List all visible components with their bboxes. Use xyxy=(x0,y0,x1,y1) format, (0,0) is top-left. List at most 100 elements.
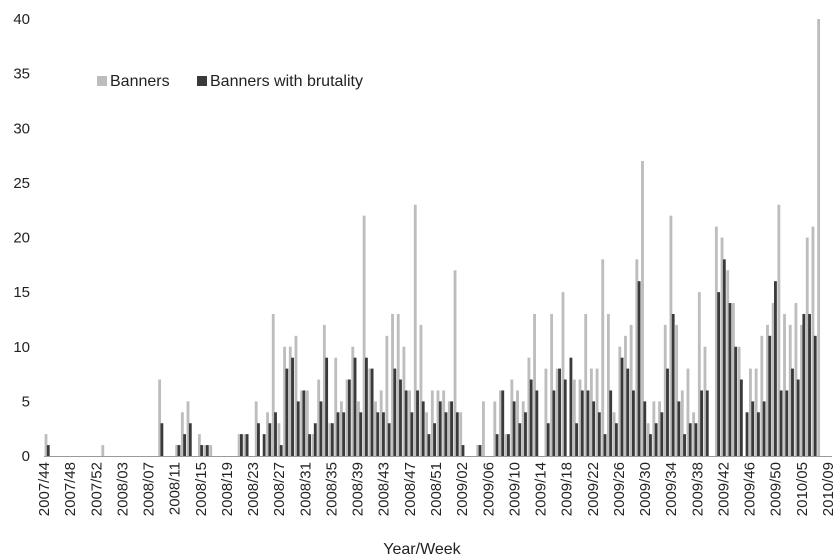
bar-banners xyxy=(101,445,105,456)
bar-banners-with-brutality xyxy=(779,390,783,456)
bar-banners-with-brutality xyxy=(785,390,789,456)
bar-banners xyxy=(300,390,304,456)
bar-banners xyxy=(362,215,366,456)
bar-banners-with-brutality xyxy=(609,390,613,456)
x-tick-label: 2008/07 xyxy=(141,462,158,516)
x-axis: 2007/44 2007/48 2007/52 2008/03 2008/07 2008/… xyxy=(36,462,836,516)
bar-banners-with-brutality xyxy=(404,390,408,456)
bar-banners-with-brutality xyxy=(444,412,448,456)
legend-swatch-banners xyxy=(97,76,107,86)
bar-banners-with-brutality xyxy=(245,434,249,456)
bar-banners-with-brutality xyxy=(546,423,550,456)
bar-banners xyxy=(442,390,446,456)
y-tick-label: 20 xyxy=(13,230,30,247)
bar-banners-with-brutality xyxy=(813,335,817,456)
bar-banners-with-brutality xyxy=(597,412,601,456)
bar-banners-with-brutality xyxy=(603,434,607,456)
bar-banners-with-brutality xyxy=(734,346,738,456)
x-tick-label: 2010/05 xyxy=(794,462,811,516)
bar-banners xyxy=(589,368,593,456)
bar-banners xyxy=(197,434,201,456)
bar-banners xyxy=(578,379,582,456)
bar-banners-with-brutality xyxy=(353,357,357,456)
bar-banners xyxy=(641,161,644,456)
bar-banners-with-brutality xyxy=(291,357,294,456)
bar-banners-with-brutality xyxy=(666,368,669,456)
bar-banners xyxy=(374,401,377,457)
bar-banners-with-brutality xyxy=(620,357,624,456)
x-tick-label: 2009/34 xyxy=(663,462,680,516)
bar-banners xyxy=(305,390,309,456)
bar-banners xyxy=(436,390,440,456)
x-tick-label: 2008/35 xyxy=(323,462,340,516)
bar-banners-with-brutality xyxy=(626,368,630,456)
bar-banners-with-brutality xyxy=(279,445,283,456)
x-tick-label: 2009/26 xyxy=(611,462,628,516)
bar-banners xyxy=(675,324,679,456)
bar-banners-with-brutality xyxy=(330,423,334,456)
bar-banners-with-brutality xyxy=(262,434,266,456)
x-tick-label: 2009/02 xyxy=(454,462,471,516)
bar-banners xyxy=(493,401,497,457)
bar-banners xyxy=(243,434,247,456)
y-tick-label: 10 xyxy=(13,339,30,356)
bar-banners-with-brutality xyxy=(399,379,402,456)
bar-banners-with-brutality xyxy=(364,357,368,456)
bar-banners-with-brutality xyxy=(342,412,346,456)
bar-banners-with-brutality xyxy=(478,445,482,456)
legend-label-banners: Banners xyxy=(110,73,170,90)
bar-banners-with-brutality xyxy=(660,412,664,456)
bar-banners-with-brutality xyxy=(586,390,590,456)
bar-banners xyxy=(391,313,394,456)
bar-banners-with-brutality xyxy=(410,412,414,456)
bar-banners xyxy=(794,303,798,456)
bar-banners-with-brutality xyxy=(183,434,187,456)
bar-banners xyxy=(686,368,690,456)
x-tick-label: 2007/44 xyxy=(36,462,53,516)
bar-banners-with-brutality xyxy=(387,423,391,456)
bar-banners xyxy=(283,346,287,456)
bar-banners xyxy=(607,313,610,456)
x-tick-label: 2008/27 xyxy=(271,462,288,516)
bar-banners xyxy=(237,434,241,456)
bar-banners-with-brutality xyxy=(382,412,385,456)
bar-banners-with-brutality xyxy=(461,445,465,456)
x-tick-label: 2007/48 xyxy=(62,462,79,516)
bar-banners xyxy=(680,390,684,456)
bar-banners xyxy=(521,401,525,457)
bar-banners xyxy=(419,324,423,456)
bar-banners-with-brutality xyxy=(654,423,658,456)
bar-banners xyxy=(669,215,673,456)
bar-banners-with-brutality xyxy=(188,423,192,456)
bar-banners xyxy=(510,379,514,456)
bar-banners-with-brutality xyxy=(808,313,811,456)
bar-banners xyxy=(624,335,627,456)
bar-banners-with-brutality xyxy=(739,379,743,456)
bar-banners xyxy=(766,324,769,456)
bar-banners-with-brutality xyxy=(705,390,709,456)
bar-banners-with-brutality xyxy=(240,434,243,456)
legend-swatch-banners-with-brutality xyxy=(197,76,207,86)
x-tick-label: 2009/42 xyxy=(715,462,732,516)
bar-banners xyxy=(482,401,485,457)
x-tick-label: 2008/11 xyxy=(167,462,184,515)
x-tick-label: 2009/14 xyxy=(533,462,550,516)
bar-banners-with-brutality xyxy=(421,401,425,457)
y-tick-label: 30 xyxy=(13,120,30,137)
bar-banners xyxy=(817,19,821,456)
bar-banners-with-brutality xyxy=(774,281,777,456)
bar-banners xyxy=(572,379,576,456)
bar-banners-with-brutality xyxy=(376,412,380,456)
bar-banners xyxy=(658,401,661,457)
bar-banners-with-brutality xyxy=(688,423,692,456)
bar-banners-with-brutality xyxy=(336,412,340,456)
bar-banners-with-brutality xyxy=(160,423,164,456)
bar-banners xyxy=(714,226,718,456)
bar-banners-with-brutality xyxy=(649,434,652,456)
x-tick-label: 2008/47 xyxy=(402,462,419,516)
bar-banners xyxy=(385,335,389,456)
x-axis-title: Year/Week xyxy=(383,541,461,558)
bar-banners-with-brutality xyxy=(563,379,567,456)
bar-banners xyxy=(800,324,803,456)
bar-banners xyxy=(180,412,184,456)
